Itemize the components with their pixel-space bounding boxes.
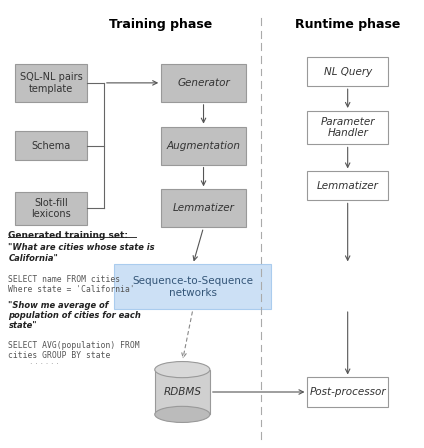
Text: RDBMS: RDBMS (163, 387, 201, 397)
Text: Generated training set:: Generated training set: (8, 231, 128, 240)
FancyBboxPatch shape (161, 64, 246, 102)
Text: Lemmatizer: Lemmatizer (173, 203, 234, 213)
Text: NL Query: NL Query (324, 67, 372, 77)
Text: SELECT name FROM cities
Where state = 'California': SELECT name FROM cities Where state = 'C… (8, 275, 135, 294)
Ellipse shape (155, 406, 210, 422)
Ellipse shape (155, 362, 210, 378)
Text: Post-processor: Post-processor (310, 387, 386, 397)
FancyBboxPatch shape (15, 64, 87, 102)
Text: Runtime phase: Runtime phase (295, 18, 400, 31)
Text: Generator: Generator (177, 78, 230, 88)
Text: Training phase: Training phase (109, 18, 213, 31)
FancyBboxPatch shape (307, 57, 388, 86)
Text: Sequence-to-Sequence
networks: Sequence-to-Sequence networks (132, 276, 254, 297)
FancyBboxPatch shape (114, 264, 271, 309)
FancyBboxPatch shape (161, 127, 246, 165)
FancyBboxPatch shape (155, 370, 210, 414)
Text: Parameter
Handler: Parameter Handler (321, 117, 375, 138)
FancyBboxPatch shape (161, 189, 246, 228)
Text: SELECT AVG(population) FROM
cities GROUP BY state: SELECT AVG(population) FROM cities GROUP… (8, 341, 140, 360)
Text: · · · · · ·: · · · · · · (30, 360, 59, 369)
Text: Lemmatizer: Lemmatizer (317, 181, 379, 191)
Text: Schema: Schema (31, 141, 70, 151)
FancyBboxPatch shape (307, 377, 388, 407)
FancyBboxPatch shape (307, 111, 388, 145)
FancyBboxPatch shape (307, 172, 388, 201)
FancyBboxPatch shape (15, 131, 87, 160)
Text: Slot-fill
lexicons: Slot-fill lexicons (31, 198, 71, 219)
FancyBboxPatch shape (15, 192, 87, 225)
Text: Augmentation: Augmentation (167, 141, 240, 151)
Text: "Show me average of
population of cities for each
state": "Show me average of population of cities… (8, 301, 141, 331)
Text: SQL-NL pairs
template: SQL-NL pairs template (20, 72, 82, 94)
Text: "What are cities whose state is
California": "What are cities whose state is Californ… (8, 243, 155, 263)
